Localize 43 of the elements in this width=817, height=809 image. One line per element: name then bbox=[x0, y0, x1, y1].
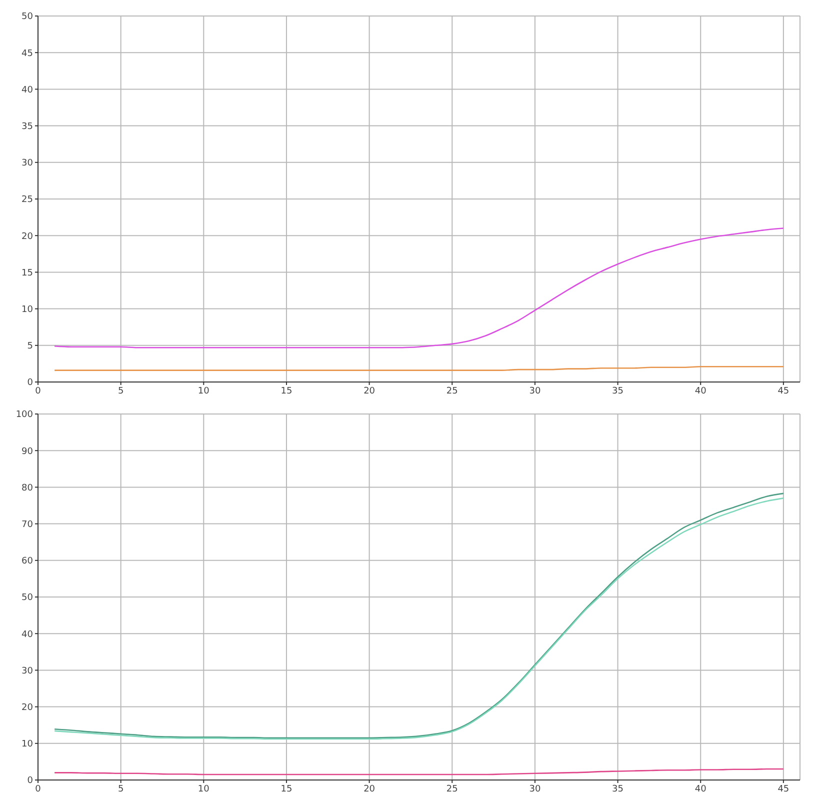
x-tick-label: 0 bbox=[35, 386, 42, 396]
y-tick-label: 35 bbox=[22, 122, 33, 132]
y-tick-label: 5 bbox=[27, 342, 33, 352]
y-tick-label: 0 bbox=[27, 378, 34, 388]
y-tick-label: 40 bbox=[22, 630, 34, 640]
x-tick-label: 35 bbox=[612, 784, 624, 794]
y-tick-label: 20 bbox=[22, 702, 34, 713]
x-tick-label: 15 bbox=[280, 386, 292, 396]
y-tick-label: 20 bbox=[22, 232, 34, 242]
y-tick-label: 60 bbox=[22, 556, 34, 567]
x-tick-label: 5 bbox=[118, 784, 124, 794]
x-tick-label: 35 bbox=[612, 386, 624, 396]
y-tick-label: 10 bbox=[22, 304, 34, 315]
y-tick-label: 100 bbox=[16, 410, 34, 420]
y-tick-label: 80 bbox=[22, 483, 34, 494]
y-tick-label: 30 bbox=[22, 666, 34, 676]
y-tick-label: 15 bbox=[22, 268, 33, 278]
x-tick-label: 10 bbox=[198, 784, 210, 794]
x-tick-label: 5 bbox=[118, 386, 124, 396]
y-tick-label: 25 bbox=[22, 195, 33, 206]
y-tick-label: 10 bbox=[22, 740, 34, 750]
x-tick-label: 20 bbox=[364, 784, 376, 794]
y-tick-label: 45 bbox=[22, 48, 33, 59]
y-tick-label: 30 bbox=[22, 158, 34, 169]
x-tick-label: 45 bbox=[778, 784, 790, 794]
x-tick-label: 20 bbox=[364, 386, 376, 396]
x-tick-label: 30 bbox=[529, 784, 541, 794]
x-tick-label: 0 bbox=[35, 784, 42, 794]
x-tick-label: 25 bbox=[446, 784, 458, 794]
y-tick-label: 40 bbox=[22, 85, 34, 96]
y-tick-label: 70 bbox=[22, 520, 34, 530]
y-tick-label: 50 bbox=[22, 593, 34, 604]
x-tick-label: 40 bbox=[694, 784, 707, 794]
x-tick-label: 15 bbox=[280, 784, 292, 794]
x-tick-label: 25 bbox=[446, 386, 458, 396]
x-tick-label: 40 bbox=[694, 386, 707, 396]
line-series bbox=[54, 228, 784, 348]
y-tick-label: 50 bbox=[22, 12, 34, 22]
x-tick-label: 10 bbox=[198, 386, 210, 396]
x-tick-label: 30 bbox=[529, 386, 541, 396]
x-tick-label: 45 bbox=[778, 386, 790, 396]
y-tick-label: 90 bbox=[22, 446, 34, 457]
y-tick-label: 0 bbox=[27, 776, 34, 786]
